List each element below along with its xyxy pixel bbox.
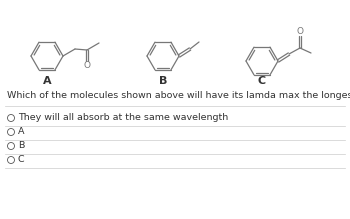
Text: C: C xyxy=(258,76,266,86)
Text: A: A xyxy=(18,127,24,136)
Text: They will all absorb at the same wavelength: They will all absorb at the same wavelen… xyxy=(18,113,228,122)
Text: O: O xyxy=(84,62,91,71)
Text: C: C xyxy=(18,155,24,164)
Text: B: B xyxy=(18,141,24,150)
Text: Which of the molecules shown above will have its lamda max the longest wavelengt: Which of the molecules shown above will … xyxy=(7,90,350,99)
Text: A: A xyxy=(43,76,51,86)
Text: B: B xyxy=(159,76,167,86)
Text: O: O xyxy=(296,26,303,35)
